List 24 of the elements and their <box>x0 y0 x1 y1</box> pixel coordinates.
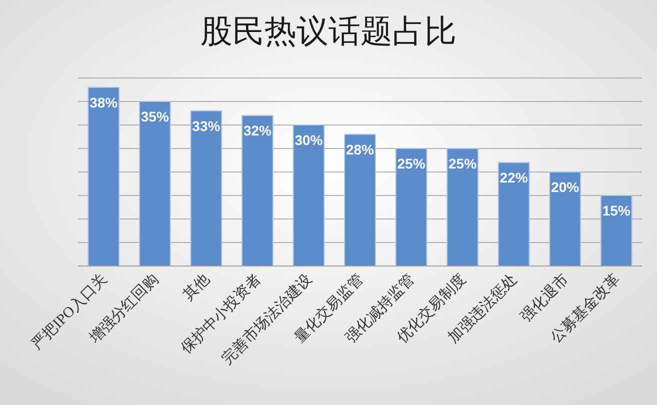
data-label: 30% <box>294 132 324 148</box>
data-label: 28% <box>346 141 375 158</box>
data-label: 33% <box>192 118 221 134</box>
chart-title: 股民热议话题占比 <box>200 13 456 49</box>
data-label: 22% <box>500 170 528 186</box>
bar <box>242 115 274 266</box>
bar <box>139 101 171 266</box>
x-tick-label: 其他 <box>180 270 214 304</box>
data-label: 20% <box>551 179 580 195</box>
bar <box>600 195 632 266</box>
bar <box>344 134 376 266</box>
data-label: 25% <box>448 156 478 172</box>
bar <box>395 148 428 266</box>
data-label: 38% <box>90 94 118 110</box>
bar <box>292 124 325 266</box>
bar <box>446 148 478 266</box>
data-label: 25% <box>397 156 426 172</box>
data-label: 15% <box>602 202 631 218</box>
data-label: 32% <box>243 122 272 139</box>
data-label: 35% <box>140 108 170 124</box>
bar <box>190 110 222 266</box>
bar <box>549 172 581 266</box>
bar <box>88 86 120 266</box>
bar <box>498 162 530 266</box>
